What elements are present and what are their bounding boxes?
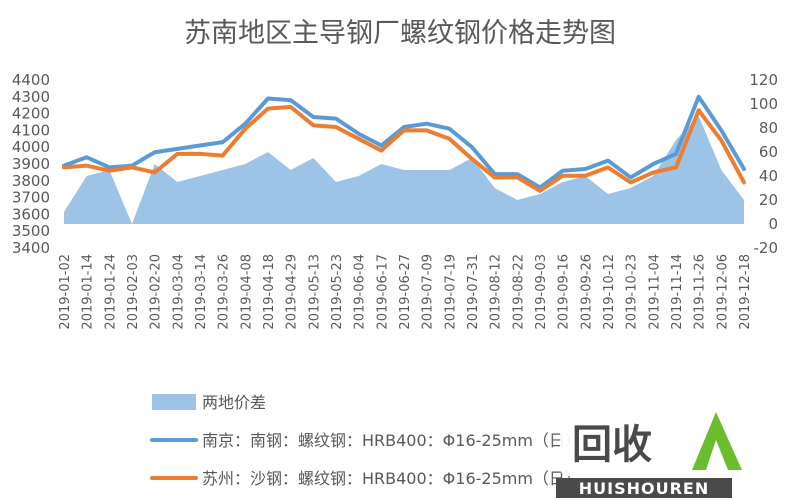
x-tick-label: 2019-01-24 [103,254,118,330]
y-right-tick-label: 120 [749,71,778,89]
x-tick-label: 2019-03-04 [171,254,186,330]
x-tick-label: 2019-08-12 [489,254,504,330]
x-tick-label: 2019-11-04 [647,254,662,330]
x-tick-label: 2019-03-26 [217,254,232,330]
x-tick-label: 2019-01-14 [81,254,96,330]
x-tick-label: 2019-11-26 [693,254,708,330]
y-left-tick-label: 3800 [12,172,50,190]
y-left-tick-label: 3600 [12,205,50,223]
y-left-tick-label: 4300 [12,88,50,106]
line-series-1 [62,94,746,190]
watermark-cn-text: 回收 [572,422,652,468]
watermark-en-text: HUISHOUREN [579,479,709,498]
x-tick-label: 2019-08-22 [511,254,526,330]
x-tick-label: 2019-04-08 [239,254,254,330]
y-left-tick-label: 3400 [12,239,50,257]
x-tick-label: 2019-09-03 [534,254,549,330]
chart-title: 苏南地区主导钢厂螺纹钢价格走势图 [184,18,616,49]
x-tick-label: 2019-02-20 [149,254,164,330]
y-right-tick-label: 60 [759,143,778,161]
area-series-layer [64,116,744,224]
x-tick-label: 2019-04-29 [285,254,300,330]
watermark-backdrop [560,416,670,476]
x-tick-label: 2019-07-19 [443,254,458,330]
x-tick-label: 2019-06-17 [375,254,390,330]
y-right-tick-label: 0 [768,215,778,233]
watermark-leaf-icon [692,412,742,470]
x-tick-label: 2019-10-12 [602,254,617,330]
x-tick-label: 2019-11-14 [670,254,685,330]
line-series-2 [62,104,746,193]
watermark-en-band [556,478,732,498]
x-axis: 2019-01-02 2019-01-14 2019-01-24 2019-02-03… [58,254,753,330]
x-tick-label: 2019-07-09 [421,254,436,330]
x-tick-label: 2019-05-23 [330,254,345,330]
y-right-tick-label: 40 [759,167,778,185]
x-tick-label: 2019-05-13 [307,254,322,330]
y-left-tick-label: 3900 [12,155,50,173]
legend-swatch-area [152,394,196,410]
y-left-tick-label: 4100 [12,121,50,139]
y-left-tick-label: 4200 [12,105,50,123]
y-right-tick-label: 100 [749,95,778,113]
x-tick-label: 2019-12-18 [738,254,753,330]
x-tick-label: 2019-09-26 [579,254,594,330]
area-series-price-diff [64,116,744,224]
y-left-tick-label: 4000 [12,138,50,156]
x-tick-label: 2019-02-03 [126,254,141,330]
y-left-tick-label: 3500 [12,222,50,240]
y-right-tick-label: 20 [759,191,778,209]
line-series-layer [62,94,746,193]
x-tick-label: 2019-04-18 [262,254,277,330]
legend-entry-label: 南京：南钢：螺纹钢：HRB400：Φ16-25mm（日） [202,431,581,450]
x-tick-label: 2019-10-23 [625,254,640,330]
x-tick-label: 2019-09-16 [557,254,572,330]
y-left-tick-label: 3700 [12,189,50,207]
legend-entry-label: 苏州：沙钢：螺纹钢：HRB400：Φ16-25mm（日） [202,469,581,488]
legend-entry-label: 两地价差 [202,393,266,412]
y-right-tick-label: 80 [759,119,778,137]
y-right-axis: -20 0 20 40 60 80 100 120 [749,71,778,257]
x-tick-label: 2019-07-31 [466,254,481,330]
x-tick-label: 2019-06-27 [398,254,413,330]
x-tick-label: 2019-12-06 [715,254,730,330]
y-left-tick-label: 4400 [12,71,50,89]
y-right-tick-label: -20 [754,239,779,257]
watermark-logo: 回收 HUISHOUREN [556,412,742,498]
y-left-axis: 3400350036003700380039004000410042004300… [12,71,50,257]
x-tick-label: 2019-01-02 [58,254,73,330]
x-tick-label: 2019-03-14 [194,254,209,330]
x-tick-label: 2019-06-04 [353,254,368,330]
